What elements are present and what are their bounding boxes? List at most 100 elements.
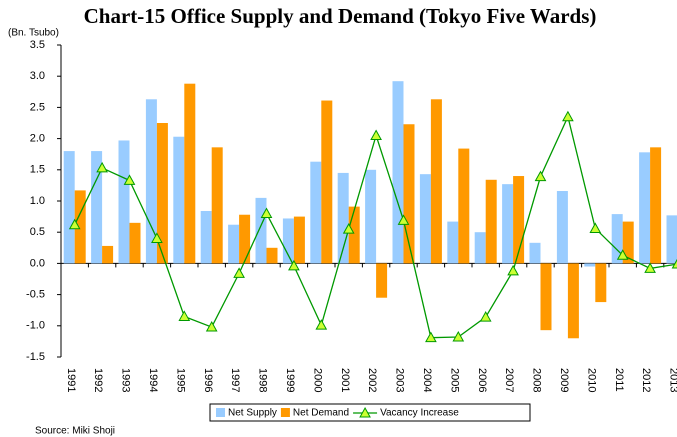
marker [260,207,273,218]
x-tick-label: 2013 [668,368,677,392]
bar [666,215,677,264]
bar [595,263,607,303]
bar [650,147,662,264]
marker [123,174,136,185]
y-tick-label: 3.5 [30,39,45,51]
marker [96,161,108,173]
bar [239,214,251,264]
marker [589,222,602,233]
marker [425,331,437,343]
bar [513,176,525,264]
y-tick-label: 2.0 [30,133,45,145]
bar [348,206,360,264]
x-tick-label: 1996 [202,368,214,392]
bar [200,210,212,264]
bar [556,191,568,264]
marker [178,310,191,321]
bar [91,151,103,264]
marker [616,249,629,260]
x-tick-label: 2000 [311,368,323,392]
x-tick-label: 2001 [339,368,351,392]
chart-title: Chart-15 Office Supply and Demand (Tokyo… [84,4,597,28]
marker [479,311,492,322]
legend-label: Net Supply [228,408,277,419]
bar [282,218,294,264]
y-tick-label: 3.0 [30,70,45,82]
y-tick-label: 0.0 [30,257,45,269]
bar [485,179,497,264]
bar [392,81,404,264]
bar [184,83,196,264]
x-tick-label: 1998 [257,368,269,392]
bar [584,263,596,267]
marker [534,170,547,182]
x-tick-label: 2009 [558,368,570,392]
plot: -1.5 -1.0 -0.5 0.0 0.5 1.0 1.5 2.0 2.5 3.0 3.5 1991… [26,39,677,392]
y-tick-label: -1.0 [26,320,45,332]
bar [430,99,442,264]
marker [233,267,245,278]
bar [403,124,415,264]
y-tick-label: 2.5 [30,101,45,113]
bar [447,221,459,264]
y-tick-label: 1.0 [30,195,45,207]
bar [145,99,157,264]
x-tick-label: 1991 [65,368,77,392]
marker [151,232,163,243]
marker [370,129,382,140]
marker [68,218,81,230]
bar [118,140,130,264]
bar [228,224,240,264]
bar [156,123,168,264]
x-tick-label: 2011 [613,368,625,392]
bar [321,100,333,264]
bar [639,152,651,264]
x-tick-label: 2008 [531,368,543,392]
bar [255,197,267,264]
bar [173,136,185,264]
bar [458,148,470,264]
legend-marker [359,406,371,418]
bar [129,222,141,264]
marker [315,319,328,330]
source: Source: Miki Shoji [35,426,115,437]
bar [622,221,634,264]
bar [529,242,541,264]
x-tick-label: 1999 [284,368,296,392]
marker [562,110,574,122]
legend-label: Net Demand [293,408,349,419]
bar [365,169,377,264]
marker [644,262,656,273]
x-tick-label: 1997 [229,368,241,392]
x-tick-label: 1994 [147,368,159,392]
bar [567,263,579,339]
bar [337,172,349,264]
x-tick-label: 1992 [92,368,104,392]
x-tick-label: 2005 [448,368,460,392]
marker [507,264,519,276]
bar [376,263,388,298]
y-axis-label: (Bn. Tsubo) [8,28,59,39]
bar [211,147,223,264]
marker [342,223,355,234]
x-tick-label: 2007 [503,368,515,392]
bar [502,184,514,264]
y-tick-label: 0.5 [30,226,45,238]
y-tick-label: 1.5 [30,164,45,176]
y-tick-label: -0.5 [26,289,45,301]
bar [74,190,86,264]
x-tick-label: 1993 [120,368,132,392]
bar [474,232,486,264]
marker [452,331,465,342]
legend-label: Vacancy Increase [380,408,459,419]
bar [266,247,278,264]
marker [288,259,300,271]
bar [102,245,114,264]
legend: Net Supply Net Demand Vacancy Increase [209,403,531,422]
bar [310,161,322,264]
x-tick-label: 1995 [174,368,186,392]
marker [205,321,218,332]
x-tick-label: 2010 [585,368,597,392]
marker [397,214,410,225]
